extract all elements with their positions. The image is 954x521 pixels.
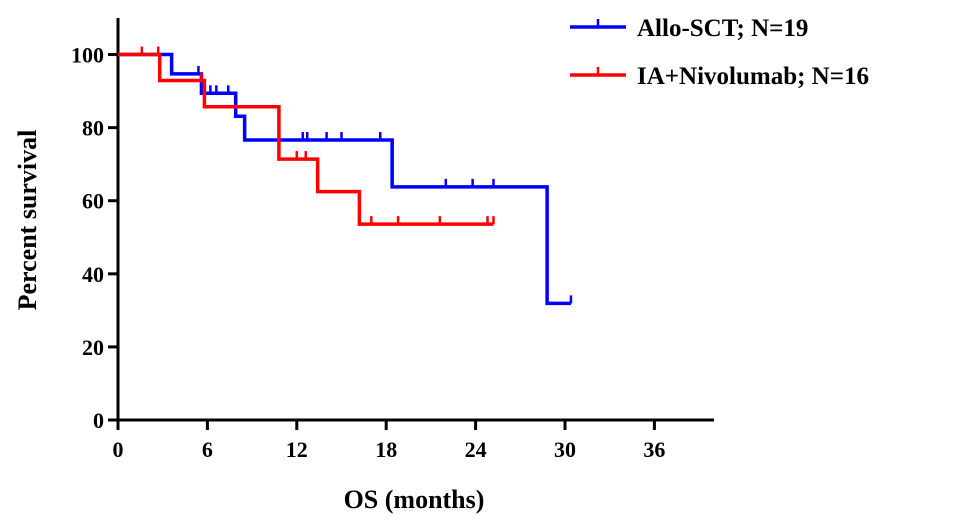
x-tick-label: 0	[113, 437, 124, 462]
x-tick-label: 18	[375, 437, 397, 462]
y-tick-label: 60	[82, 189, 104, 214]
y-tick-label: 100	[71, 43, 104, 68]
y-tick-label: 20	[82, 335, 104, 360]
legend: Allo-SCT; N=19 IA+Nivolumab; N=16	[570, 15, 869, 90]
axes: 0 20 40 60 80 100 0 6 12 18 24 30 36	[71, 18, 714, 462]
x-tick-label: 24	[465, 437, 487, 462]
y-tick-label: 40	[82, 262, 104, 287]
legend-label-0: Allo-SCT; N=19	[637, 15, 808, 42]
x-tick-label: 6	[202, 437, 213, 462]
x-tick-label: 30	[554, 437, 576, 462]
y-tick-label: 0	[93, 408, 104, 433]
series-layer	[118, 46, 573, 306]
x-tick-label: 36	[643, 437, 665, 462]
x-tick-label: 12	[286, 437, 308, 462]
y-tick-label: 80	[82, 116, 104, 141]
series-line-0	[118, 52, 571, 306]
x-axis-title: OS (months)	[344, 485, 485, 514]
legend-label-1: IA+Nivolumab; N=16	[637, 63, 869, 90]
y-axis-title: Percent survival	[13, 130, 42, 311]
